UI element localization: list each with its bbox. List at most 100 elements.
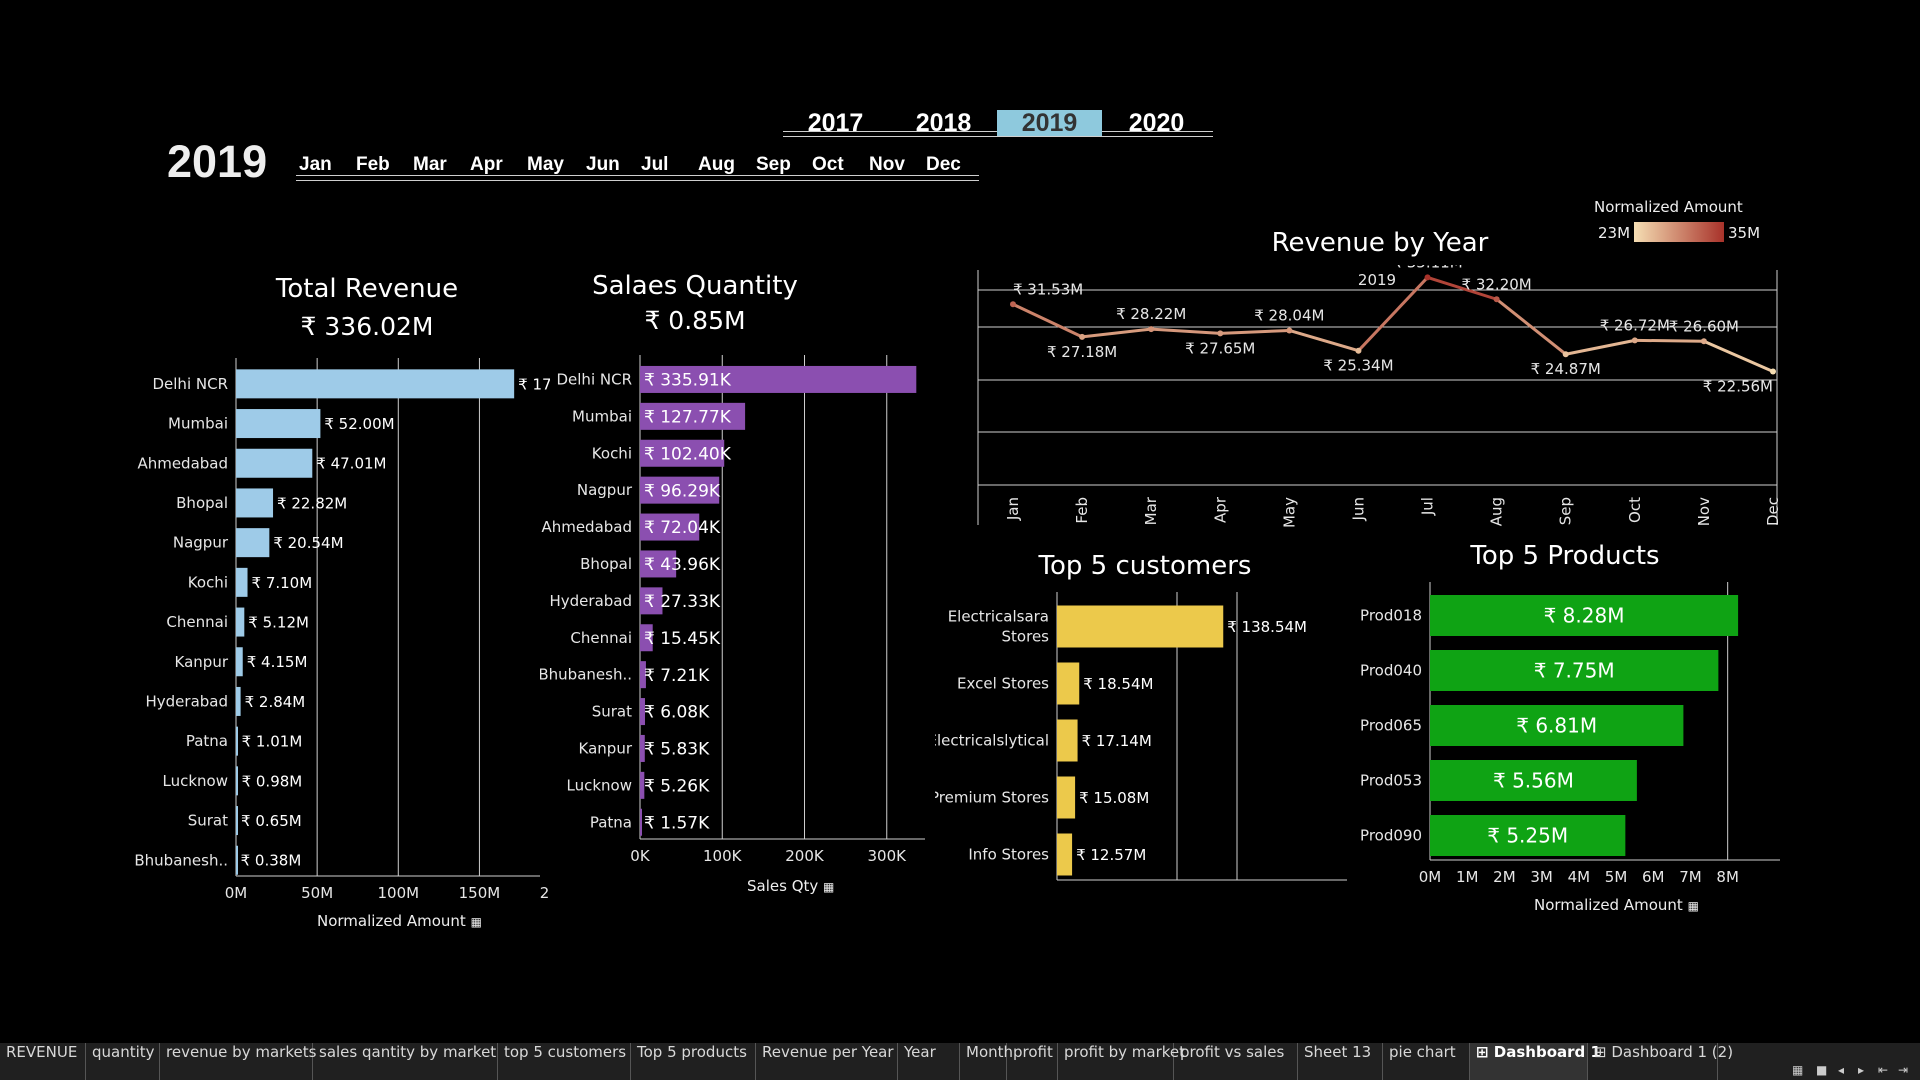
filter-icon[interactable]: ▦	[823, 880, 835, 894]
data-label: ₹ 22.82M	[277, 494, 347, 512]
month-oct-button[interactable]: Oct	[812, 154, 844, 175]
prev-sheet-icon[interactable]: ◂	[1838, 1063, 1845, 1077]
bar[interactable]	[236, 567, 248, 597]
tab-profit[interactable]: profit	[1007, 1043, 1058, 1080]
tab-revenue-per-year[interactable]: Revenue per Year	[756, 1043, 898, 1080]
bar[interactable]	[640, 808, 642, 836]
bar[interactable]	[1057, 776, 1076, 819]
bar[interactable]	[1057, 719, 1078, 762]
tab-pie-chart[interactable]: pie chart	[1383, 1043, 1470, 1080]
month-jan-button[interactable]: Jan	[299, 154, 332, 175]
bar[interactable]	[236, 647, 243, 677]
bar[interactable]	[640, 698, 646, 726]
month-dec-button[interactable]: Dec	[926, 154, 961, 175]
bar[interactable]	[640, 439, 725, 467]
month-jun-button[interactable]: Jun	[586, 154, 620, 175]
year-2020-button[interactable]: 2020	[1128, 109, 1185, 137]
month-jul-button[interactable]: Jul	[641, 154, 669, 175]
show-sheets-icon[interactable]: ▦	[1792, 1063, 1804, 1077]
tab-top-5-customers[interactable]: top 5 customers	[498, 1043, 631, 1080]
data-point[interactable]	[1010, 301, 1016, 308]
bar[interactable]	[640, 365, 917, 393]
data-label: ₹ 6.08K	[644, 703, 710, 723]
data-point[interactable]	[1631, 337, 1638, 344]
next-sheet-icon[interactable]: ▸	[1858, 1063, 1865, 1077]
month-apr-button[interactable]: Apr	[470, 154, 503, 175]
data-label: ₹ 25.34M	[1323, 357, 1393, 375]
year-2018-button[interactable]: 2018	[915, 109, 972, 137]
data-label: ₹ 31.53M	[1013, 280, 1083, 298]
bar[interactable]	[1057, 833, 1073, 876]
data-point[interactable]	[1770, 368, 1776, 375]
data-point[interactable]	[1424, 274, 1431, 281]
data-point[interactable]	[1217, 330, 1224, 337]
bar[interactable]	[236, 806, 238, 836]
tab-dashboard-1[interactable]: ⊞ Dashboard 1	[1470, 1043, 1601, 1080]
tab-sheet-13[interactable]: Sheet 13	[1298, 1043, 1383, 1080]
data-point[interactable]	[1562, 351, 1569, 358]
data-label: ₹ 0.98M	[242, 772, 303, 790]
bar[interactable]	[1430, 815, 1626, 856]
tab-profit-vs-sales[interactable]: profit vs sales	[1174, 1043, 1298, 1080]
month-nov-button[interactable]: Nov	[869, 154, 905, 175]
bar[interactable]	[1057, 662, 1080, 705]
bar[interactable]	[236, 726, 238, 756]
bar[interactable]	[640, 476, 720, 504]
tab-quantity[interactable]: quantity	[86, 1043, 160, 1080]
data-point[interactable]	[1079, 333, 1086, 340]
tab-dashboard-1-2[interactable]: ⊞ Dashboard 1 (2)	[1588, 1043, 1733, 1080]
bar[interactable]	[640, 513, 700, 541]
bar[interactable]	[236, 488, 274, 518]
month-may-button[interactable]: May	[527, 154, 564, 175]
bar[interactable]	[1430, 705, 1684, 746]
last-sheet-icon[interactable]: ⇥	[1898, 1063, 1909, 1077]
data-point[interactable]	[1148, 326, 1155, 333]
bar[interactable]	[236, 607, 245, 637]
year-2019-button[interactable]: 2019	[997, 110, 1102, 136]
data-point[interactable]	[1700, 338, 1707, 345]
bar[interactable]	[236, 448, 313, 478]
category-label: Prod065	[1360, 717, 1422, 735]
total-revenue-value: ₹ 336.02M	[300, 312, 434, 341]
bar[interactable]	[236, 845, 238, 875]
series-line-segment	[1357, 276, 1429, 352]
data-point[interactable]	[1355, 347, 1362, 354]
bar[interactable]	[236, 409, 321, 439]
filter-icon[interactable]: ▦	[1687, 899, 1699, 913]
bar[interactable]	[640, 734, 645, 762]
month-feb-button[interactable]: Feb	[356, 154, 390, 175]
filmstrip-icon[interactable]: ■	[1816, 1063, 1828, 1077]
bar[interactable]	[236, 686, 241, 716]
tab-revenue-by-markets[interactable]: revenue by markets	[160, 1043, 316, 1080]
tab-profit-by-market[interactable]: profit by market	[1058, 1043, 1185, 1080]
data-point[interactable]	[1493, 296, 1500, 303]
bar[interactable]	[236, 369, 515, 399]
month-mar-button[interactable]: Mar	[413, 154, 447, 175]
bar[interactable]	[640, 402, 746, 430]
bar[interactable]	[640, 587, 663, 615]
year-2017-button[interactable]: 2017	[807, 109, 864, 137]
x-tick-label: 7M	[1679, 868, 1702, 886]
month-sep-button[interactable]: Sep	[756, 154, 791, 175]
data-point[interactable]	[1286, 327, 1293, 334]
category-label: Nagpur	[173, 534, 229, 552]
tab-month[interactable]: Month	[960, 1043, 1013, 1080]
bar[interactable]	[1430, 595, 1739, 636]
bar[interactable]	[236, 528, 270, 558]
bar[interactable]	[640, 550, 677, 578]
bar[interactable]	[640, 661, 646, 689]
bar[interactable]	[1430, 760, 1637, 801]
bar[interactable]	[1430, 650, 1719, 691]
bar[interactable]	[640, 624, 653, 652]
first-sheet-icon[interactable]: ⇤	[1878, 1063, 1889, 1077]
tab-year[interactable]: Year	[898, 1043, 960, 1080]
category-label: Excel Stores	[957, 675, 1049, 693]
tab-sales-qantity-by-market[interactable]: sales qantity by market	[313, 1043, 498, 1080]
month-aug-button[interactable]: Aug	[698, 154, 735, 175]
bar[interactable]	[236, 766, 238, 796]
tab-revenue[interactable]: REVENUE	[0, 1043, 86, 1080]
filter-icon[interactable]: ▦	[470, 915, 482, 929]
bar[interactable]	[1057, 605, 1224, 648]
tab-top-5-products[interactable]: Top 5 products	[631, 1043, 756, 1080]
bar[interactable]	[640, 771, 645, 799]
